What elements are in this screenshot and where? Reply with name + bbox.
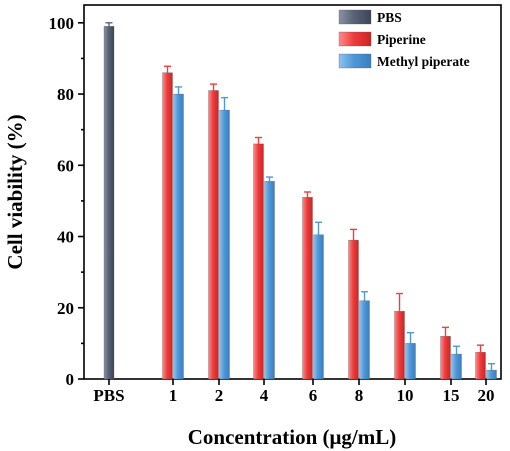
bars-layer xyxy=(103,22,497,380)
bar-piperine xyxy=(253,143,264,380)
x-tick-label: 8 xyxy=(355,386,364,405)
legend-label: Piperine xyxy=(377,32,426,47)
legend: PBS Piperine Methyl piperate xyxy=(338,9,470,69)
bar-methyl-piperate xyxy=(405,343,416,380)
bar-methyl-piperate xyxy=(219,109,230,380)
bar-piperine xyxy=(348,239,359,380)
legend-swatch xyxy=(338,31,372,47)
x-tick-label: 6 xyxy=(309,386,318,405)
y-tick-label: 0 xyxy=(66,370,75,389)
x-tick-label: 20 xyxy=(478,386,495,405)
x-tick-label: 1 xyxy=(169,386,178,405)
y-tick-label: 40 xyxy=(57,228,74,247)
x-tick-label: 15 xyxy=(443,386,460,405)
y-axis-title: Cell viability (%) xyxy=(3,114,27,269)
bar-piperine xyxy=(394,311,405,380)
y-tick-label: 60 xyxy=(57,156,74,175)
axes-layer: 0 20 40 60 80 100 PBS 1 2 4 6 8 10 15 20 xyxy=(49,14,495,405)
legend-swatch xyxy=(338,9,372,25)
x-tick-label: 2 xyxy=(215,386,224,405)
y-tick-label: 20 xyxy=(57,299,74,318)
bar-methyl-piperate xyxy=(486,369,497,380)
legend-label: PBS xyxy=(377,10,402,25)
legend-swatch xyxy=(338,53,372,69)
y-tick-label: 80 xyxy=(57,85,74,104)
bar-methyl-piperate xyxy=(359,300,370,380)
legend-label: Methyl piperate xyxy=(377,54,470,69)
y-tick-label: 100 xyxy=(49,14,75,33)
x-tick-label: 4 xyxy=(260,386,269,405)
bar-piperine xyxy=(475,352,486,380)
bar-pbs xyxy=(103,26,115,380)
x-tick-label: PBS xyxy=(93,386,124,405)
bar-methyl-piperate xyxy=(264,181,275,380)
plot-frame xyxy=(83,4,502,380)
bar-piperine xyxy=(162,72,173,380)
bar-methyl-piperate xyxy=(313,234,324,380)
bar-piperine xyxy=(302,197,313,380)
x-axis-title: Concentration (μg/mL) xyxy=(188,425,396,449)
bar-methyl-piperate xyxy=(173,93,184,380)
x-tick-label: 10 xyxy=(397,386,414,405)
bar-methyl-piperate xyxy=(451,353,462,380)
bar-piperine xyxy=(440,336,451,380)
bar-piperine xyxy=(208,90,219,380)
